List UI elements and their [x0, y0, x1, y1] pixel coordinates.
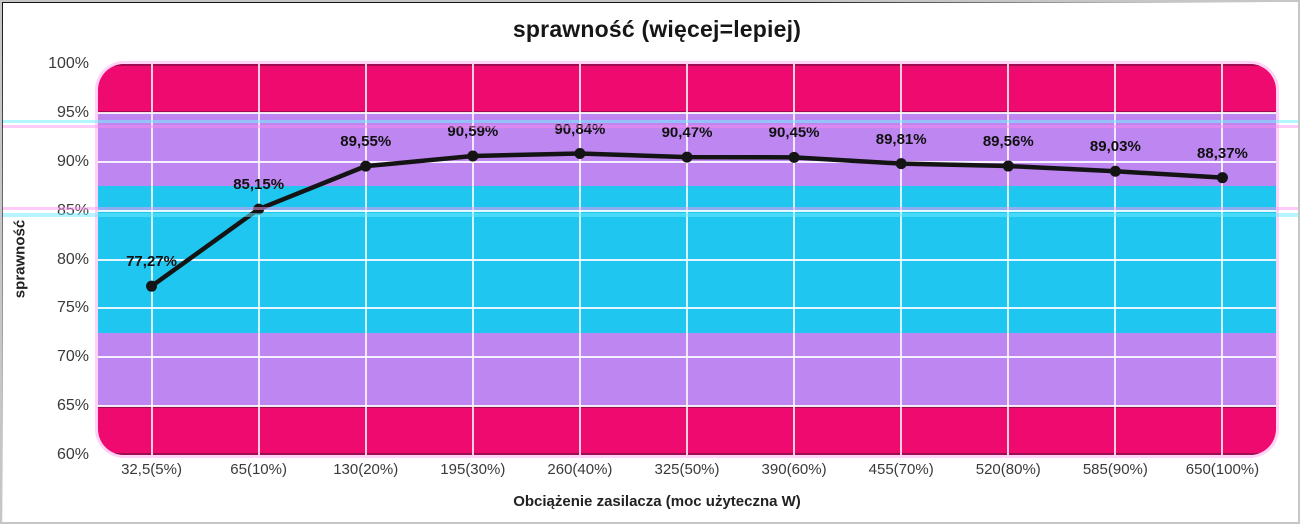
x-axis-tick: 32,5(5%) [121, 461, 182, 478]
y-axis-tick: 95% [56, 103, 89, 121]
point-label: 90,45% [768, 124, 820, 142]
data-point [1002, 160, 1014, 172]
point-label: 88,37% [1197, 144, 1248, 162]
v-gridline [257, 64, 260, 455]
v-gridline [471, 64, 474, 455]
series-layer [98, 64, 1276, 455]
point-label: 90,47% [661, 124, 713, 142]
data-point [1216, 172, 1228, 184]
data-point [1109, 165, 1121, 177]
data-point [574, 148, 586, 160]
x-axis-tick: 195(30%) [440, 461, 506, 478]
y-axis-tick: 80% [56, 250, 89, 268]
point-label: 77,27% [126, 253, 177, 271]
chart-title: sprawność (więcej=lepiej) [512, 16, 802, 42]
x-axis-tick: 325(50%) [654, 461, 720, 478]
y-axis-tick: 90% [56, 152, 89, 170]
v-gridline [578, 64, 581, 455]
v-gridline [150, 64, 153, 455]
efficiency-line-svg [146, 148, 1228, 292]
v-gridline [1007, 64, 1010, 455]
x-axis-tick: 260(40%) [547, 461, 613, 478]
point-label: 89,55% [340, 133, 392, 151]
data-point [360, 160, 372, 172]
data-point [146, 280, 158, 292]
y-axis-tick: 70% [56, 348, 89, 366]
data-point [681, 151, 693, 163]
frame-top-border [2, 2, 1298, 3]
point-label-layer: 77,27% 85,15% 89,55% 90,59% 90,84% 90,47% 90,4… [98, 64, 1276, 455]
y-axis-tick: 85% [56, 201, 89, 219]
x-axis-title: Obciążenie zasilacza (moc użyteczna W) [513, 493, 801, 510]
y-axis-tick: 60% [56, 446, 89, 463]
x-axis-tick: 65(10%) [230, 461, 287, 478]
plot-area: 77,27% 85,15% 89,55% 90,59% 90,84% 90,47% 90,4… [98, 64, 1276, 455]
x-axis-tick: 520(80%) [975, 461, 1041, 478]
y-axis: 100% 95% 90% 85% 80% 75% 70% 65% 60% [2, 2, 89, 522]
v-gridline [686, 64, 688, 455]
x-axis-tick: 390(60%) [761, 461, 827, 478]
y-axis-tick: 75% [56, 299, 89, 317]
x-axis-tick: 585(90%) [1082, 461, 1148, 478]
x-axis-tick: 650(100%) [1185, 461, 1260, 478]
y-axis-tick: 100% [48, 55, 89, 72]
x-axis: 32,5(5%) 65(10%) 130(20%) 195(30%) 260(40%) 3… [2, 461, 1298, 483]
frame-left-border [2, 2, 3, 522]
point-label: 89,56% [982, 133, 1034, 151]
x-axis-tick: 455(70%) [868, 461, 934, 478]
v-gridline [1114, 64, 1117, 455]
data-point [467, 150, 479, 162]
data-point [895, 158, 907, 170]
v-gridline [364, 64, 367, 455]
y-axis-tick: 65% [56, 397, 89, 415]
point-label: 89,03% [1089, 138, 1141, 156]
x-axis-tick: 130(20%) [333, 461, 399, 478]
v-gridline [793, 64, 796, 455]
point-label: 90,59% [447, 122, 499, 140]
point-label: 90,84% [554, 120, 606, 138]
v-gridline [1221, 64, 1224, 455]
point-label: 89,81% [875, 130, 927, 148]
v-gridline [900, 64, 903, 455]
data-point [788, 151, 800, 163]
point-label: 85,15% [233, 176, 285, 194]
